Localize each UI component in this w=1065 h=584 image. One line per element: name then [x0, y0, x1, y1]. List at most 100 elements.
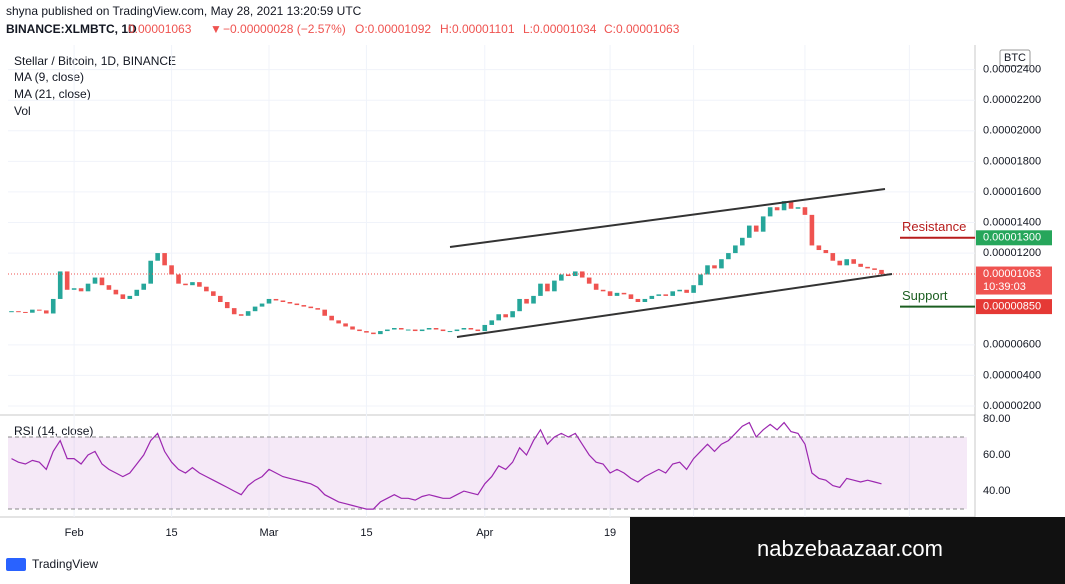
- candle: [155, 253, 160, 261]
- candle: [879, 269, 884, 275]
- candle: [364, 331, 369, 333]
- y-tick-label: 0.00001400: [983, 216, 1041, 228]
- rsi-title: RSI (14, close): [14, 424, 93, 438]
- watermark: nabzebaazaar.com: [757, 536, 943, 561]
- candle: [176, 274, 181, 284]
- candle: [308, 306, 314, 309]
- candle: [566, 274, 571, 277]
- candle: [475, 329, 481, 332]
- candle: [148, 260, 153, 284]
- candle: [9, 311, 14, 313]
- candle: [628, 294, 634, 299]
- candle: [635, 298, 641, 303]
- change: −0.00000028 (−2.57%): [223, 22, 346, 36]
- candle: [705, 265, 710, 275]
- trendline: [449, 188, 886, 248]
- trendline: [456, 273, 893, 338]
- candle: [482, 324, 488, 332]
- candle: [767, 207, 773, 217]
- candle: [802, 207, 808, 215]
- candle: [844, 259, 850, 266]
- candle: [113, 289, 119, 295]
- candle: [614, 292, 620, 296]
- candle: [204, 286, 209, 292]
- indicator: Vol: [14, 104, 31, 118]
- candle: [280, 300, 286, 303]
- price-tag-label: 0.00001300: [983, 232, 1041, 244]
- candle: [517, 298, 522, 312]
- candle: [760, 216, 766, 232]
- candle: [211, 291, 216, 296]
- candle: [385, 329, 390, 332]
- y-tick-label: 0.00001600: [983, 186, 1041, 198]
- candle: [371, 332, 376, 335]
- candle: [851, 259, 856, 264]
- candle: [823, 250, 829, 254]
- plot: Feb15Mar15Apr19May17Jun0.000002000.00000…: [8, 45, 1052, 539]
- candle: [350, 326, 355, 330]
- candle: [872, 268, 877, 270]
- candle: [858, 263, 863, 267]
- candle: [865, 266, 870, 269]
- x-tick-label: Mar: [260, 527, 279, 539]
- currency-box: [999, 49, 1031, 67]
- countdown: 10:39:03: [983, 281, 1026, 293]
- candle: [301, 305, 307, 307]
- symbol: BINANCE:XLMBTC, 1D: [6, 22, 137, 36]
- rsi-band: [8, 437, 967, 510]
- symbol-line: BINANCE:XLMBTC, 1D 0.00001063 ▼ −0.00000…: [6, 22, 680, 36]
- x-tick-label: Apr: [476, 527, 493, 539]
- candle: [245, 311, 251, 316]
- candle: [412, 329, 418, 332]
- candle: [740, 237, 745, 246]
- candle: [496, 314, 502, 321]
- candle: [99, 277, 105, 286]
- candle: [315, 308, 321, 310]
- candle: [162, 253, 167, 266]
- candle: [224, 302, 230, 309]
- candle: [398, 328, 404, 330]
- candle: [433, 328, 439, 330]
- candle: [57, 271, 63, 299]
- candle: [391, 328, 397, 330]
- candle: [405, 329, 411, 331]
- y-tick-label: 40.00: [983, 485, 1011, 497]
- candle: [419, 329, 425, 332]
- candle: [378, 331, 383, 335]
- candle: [127, 295, 133, 299]
- candle: [197, 282, 202, 287]
- candle: [795, 207, 801, 209]
- candle: [447, 331, 453, 333]
- candle: [454, 329, 460, 332]
- candle: [489, 320, 495, 325]
- candle: [691, 285, 696, 293]
- candle: [468, 328, 474, 330]
- candle: [294, 303, 300, 306]
- candle: [50, 298, 56, 314]
- candle: [287, 302, 293, 304]
- footer: TradingView nabzebaazaar.com: [6, 517, 1065, 584]
- y-tick-label: 0.00002200: [983, 94, 1041, 106]
- candle: [30, 309, 35, 313]
- rsi-line: [11, 421, 882, 510]
- candle: [183, 283, 188, 286]
- y-tick-label: 60.00: [983, 449, 1011, 461]
- y-tick-label: 80.00: [983, 413, 1011, 425]
- candle: [642, 298, 648, 303]
- candle: [733, 245, 738, 254]
- logo: TradingView: [32, 557, 98, 571]
- candle: [37, 309, 42, 311]
- candle: [503, 314, 508, 318]
- price-tag: [976, 230, 1052, 246]
- logo-icon: [6, 558, 26, 571]
- indicator: MA (9, close): [14, 70, 84, 84]
- candle: [252, 306, 258, 312]
- y-tick-label: 0.00000200: [983, 400, 1041, 412]
- last: 0.00001063: [128, 22, 192, 36]
- candle: [141, 283, 147, 290]
- candle: [531, 295, 536, 304]
- candle: [23, 311, 28, 313]
- candle: [656, 294, 662, 296]
- candle: [78, 288, 84, 292]
